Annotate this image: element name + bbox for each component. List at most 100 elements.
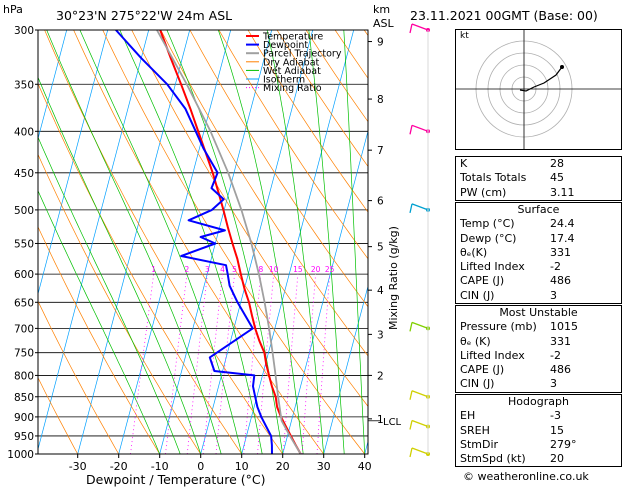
hodo-value: 279°: [550, 438, 577, 452]
pressure-tick-label: 700: [14, 323, 34, 335]
surface-label: Temp (°C): [456, 217, 550, 231]
hodo-label: StmSpd (kt): [456, 452, 550, 466]
pressure-tick-label: 800: [14, 370, 34, 382]
wind-barb-flag: [410, 448, 412, 457]
table-row: θₑ (K)331: [456, 335, 578, 349]
table-row: CIN (J)3: [456, 289, 575, 303]
surface-label: CAPE (J): [456, 274, 550, 288]
mu-label: Lifted Index: [456, 349, 550, 363]
wind-barb: [412, 448, 428, 454]
table-row: θₑ(K)331: [456, 246, 575, 260]
pressure-tick-label: 650: [14, 297, 34, 309]
wind-barb: [412, 125, 428, 131]
surface-label: Dewp (°C): [456, 232, 550, 246]
surface-panel: Surface Temp (°C)24.4 Dewp (°C)17.4 θₑ(K…: [455, 202, 622, 304]
pressure-tick-label: 950: [14, 431, 34, 443]
mixing-ratio-label: 15: [293, 265, 303, 274]
km-tick-label: 7: [377, 145, 384, 157]
mixing-ratio-label: 1: [151, 265, 156, 274]
surface-value: 486: [550, 274, 575, 288]
surface-value: 3: [550, 289, 575, 303]
table-row: PW (cm)3.11: [456, 186, 575, 200]
table-row: Pressure (mb)1015: [456, 320, 578, 334]
hodo-label: StmDir: [456, 438, 550, 452]
wind-barb-flag: [410, 421, 412, 430]
wind-barb-flag: [410, 24, 412, 33]
pressure-tick-label: 1000: [7, 449, 34, 461]
table-row: StmSpd (kt)20: [456, 452, 577, 466]
pressure-tick-label: 900: [14, 412, 34, 424]
temp-tick-label: -30: [69, 460, 87, 473]
dry-adiabat-line: [0, 30, 78, 454]
surface-label: CIN (J): [456, 289, 550, 303]
wind-barb: [412, 322, 428, 328]
pressure-tick-label: 350: [14, 79, 34, 91]
mixing-ratio-label: 3: [205, 265, 210, 274]
table-row: CIN (J)3: [456, 377, 578, 391]
lcl-label: LCL: [383, 417, 402, 428]
mu-label: θₑ (K): [456, 335, 550, 349]
isotherm-line: [160, 30, 272, 454]
pressure-tick-label: 500: [14, 205, 34, 217]
wind-barb: [412, 391, 428, 397]
footer-credit: © weatheronline.co.uk: [463, 470, 589, 483]
mu-value: 3: [550, 377, 578, 391]
x-axis-label: Dewpoint / Temperature (°C): [86, 472, 265, 487]
wet-adiabat-line: [344, 30, 365, 454]
surface-table: Temp (°C)24.4 Dewp (°C)17.4 θₑ(K)331 Lif…: [456, 217, 575, 303]
wind-barb: [412, 421, 428, 427]
km-tick-label: 2: [377, 370, 384, 382]
mixing-ratio-axis-label: Mixing Ratio (g/kg): [387, 226, 400, 330]
surface-value: 331: [550, 246, 575, 260]
hodograph-plot: [456, 30, 621, 149]
index-value: 28: [550, 157, 575, 171]
wind-barb-flag: [410, 322, 412, 331]
surface-value: -2: [550, 260, 575, 274]
index-label: PW (cm): [456, 186, 550, 200]
mixing-ratio-label: 5: [232, 265, 237, 274]
wind-barb-flag: [410, 391, 412, 400]
surface-label: Lifted Index: [456, 260, 550, 274]
wind-barb-flag: [410, 125, 412, 134]
pressure-tick-label: 300: [14, 25, 34, 37]
mixing-ratio-label: 20: [311, 265, 321, 274]
index-value: 3.11: [550, 186, 575, 200]
mu-value: 331: [550, 335, 578, 349]
mixing-ratio-label: 4: [220, 265, 225, 274]
mixing-ratio-label: 2: [185, 265, 190, 274]
km-tick-label: 4: [377, 285, 384, 297]
temp-tick-label: 20: [276, 460, 290, 473]
mixing-ratio-line: [244, 274, 261, 454]
pressure-tick-label: 450: [14, 168, 34, 180]
mu-value: 1015: [550, 320, 578, 334]
wind-barb: [412, 24, 428, 30]
wind-barb-flag: [410, 204, 412, 213]
mu-value: -2: [550, 349, 578, 363]
most-unstable-table: Pressure (mb)1015 θₑ (K)331 Lifted Index…: [456, 320, 578, 391]
km-tick-label: 3: [377, 329, 384, 341]
mixing-ratio-label: 8: [258, 265, 263, 274]
hodograph-indices-title: Hodograph: [456, 395, 621, 409]
temp-tick-label: 40: [358, 460, 372, 473]
legend-entry: Mixing Ratio: [263, 83, 322, 94]
surface-value: 24.4: [550, 217, 575, 231]
mu-label: CAPE (J): [456, 363, 550, 377]
wind-barbs: [410, 24, 430, 457]
pressure-tick-label: 600: [14, 269, 34, 281]
mixing-ratio-label: 10: [269, 265, 279, 274]
hodo-value: 20: [550, 452, 577, 466]
mu-value: 486: [550, 363, 578, 377]
index-label: Totals Totals: [456, 171, 550, 185]
hodograph-trace: [520, 67, 562, 91]
temp-tick-label: 30: [317, 460, 331, 473]
mixing-ratio-label: 25: [325, 265, 335, 274]
most-unstable-panel: Most Unstable Pressure (mb)1015 θₑ (K)33…: [455, 305, 622, 393]
table-row: CAPE (J)486: [456, 363, 578, 377]
hodo-label: EH: [456, 409, 550, 423]
km-tick-label: 5: [377, 242, 384, 254]
